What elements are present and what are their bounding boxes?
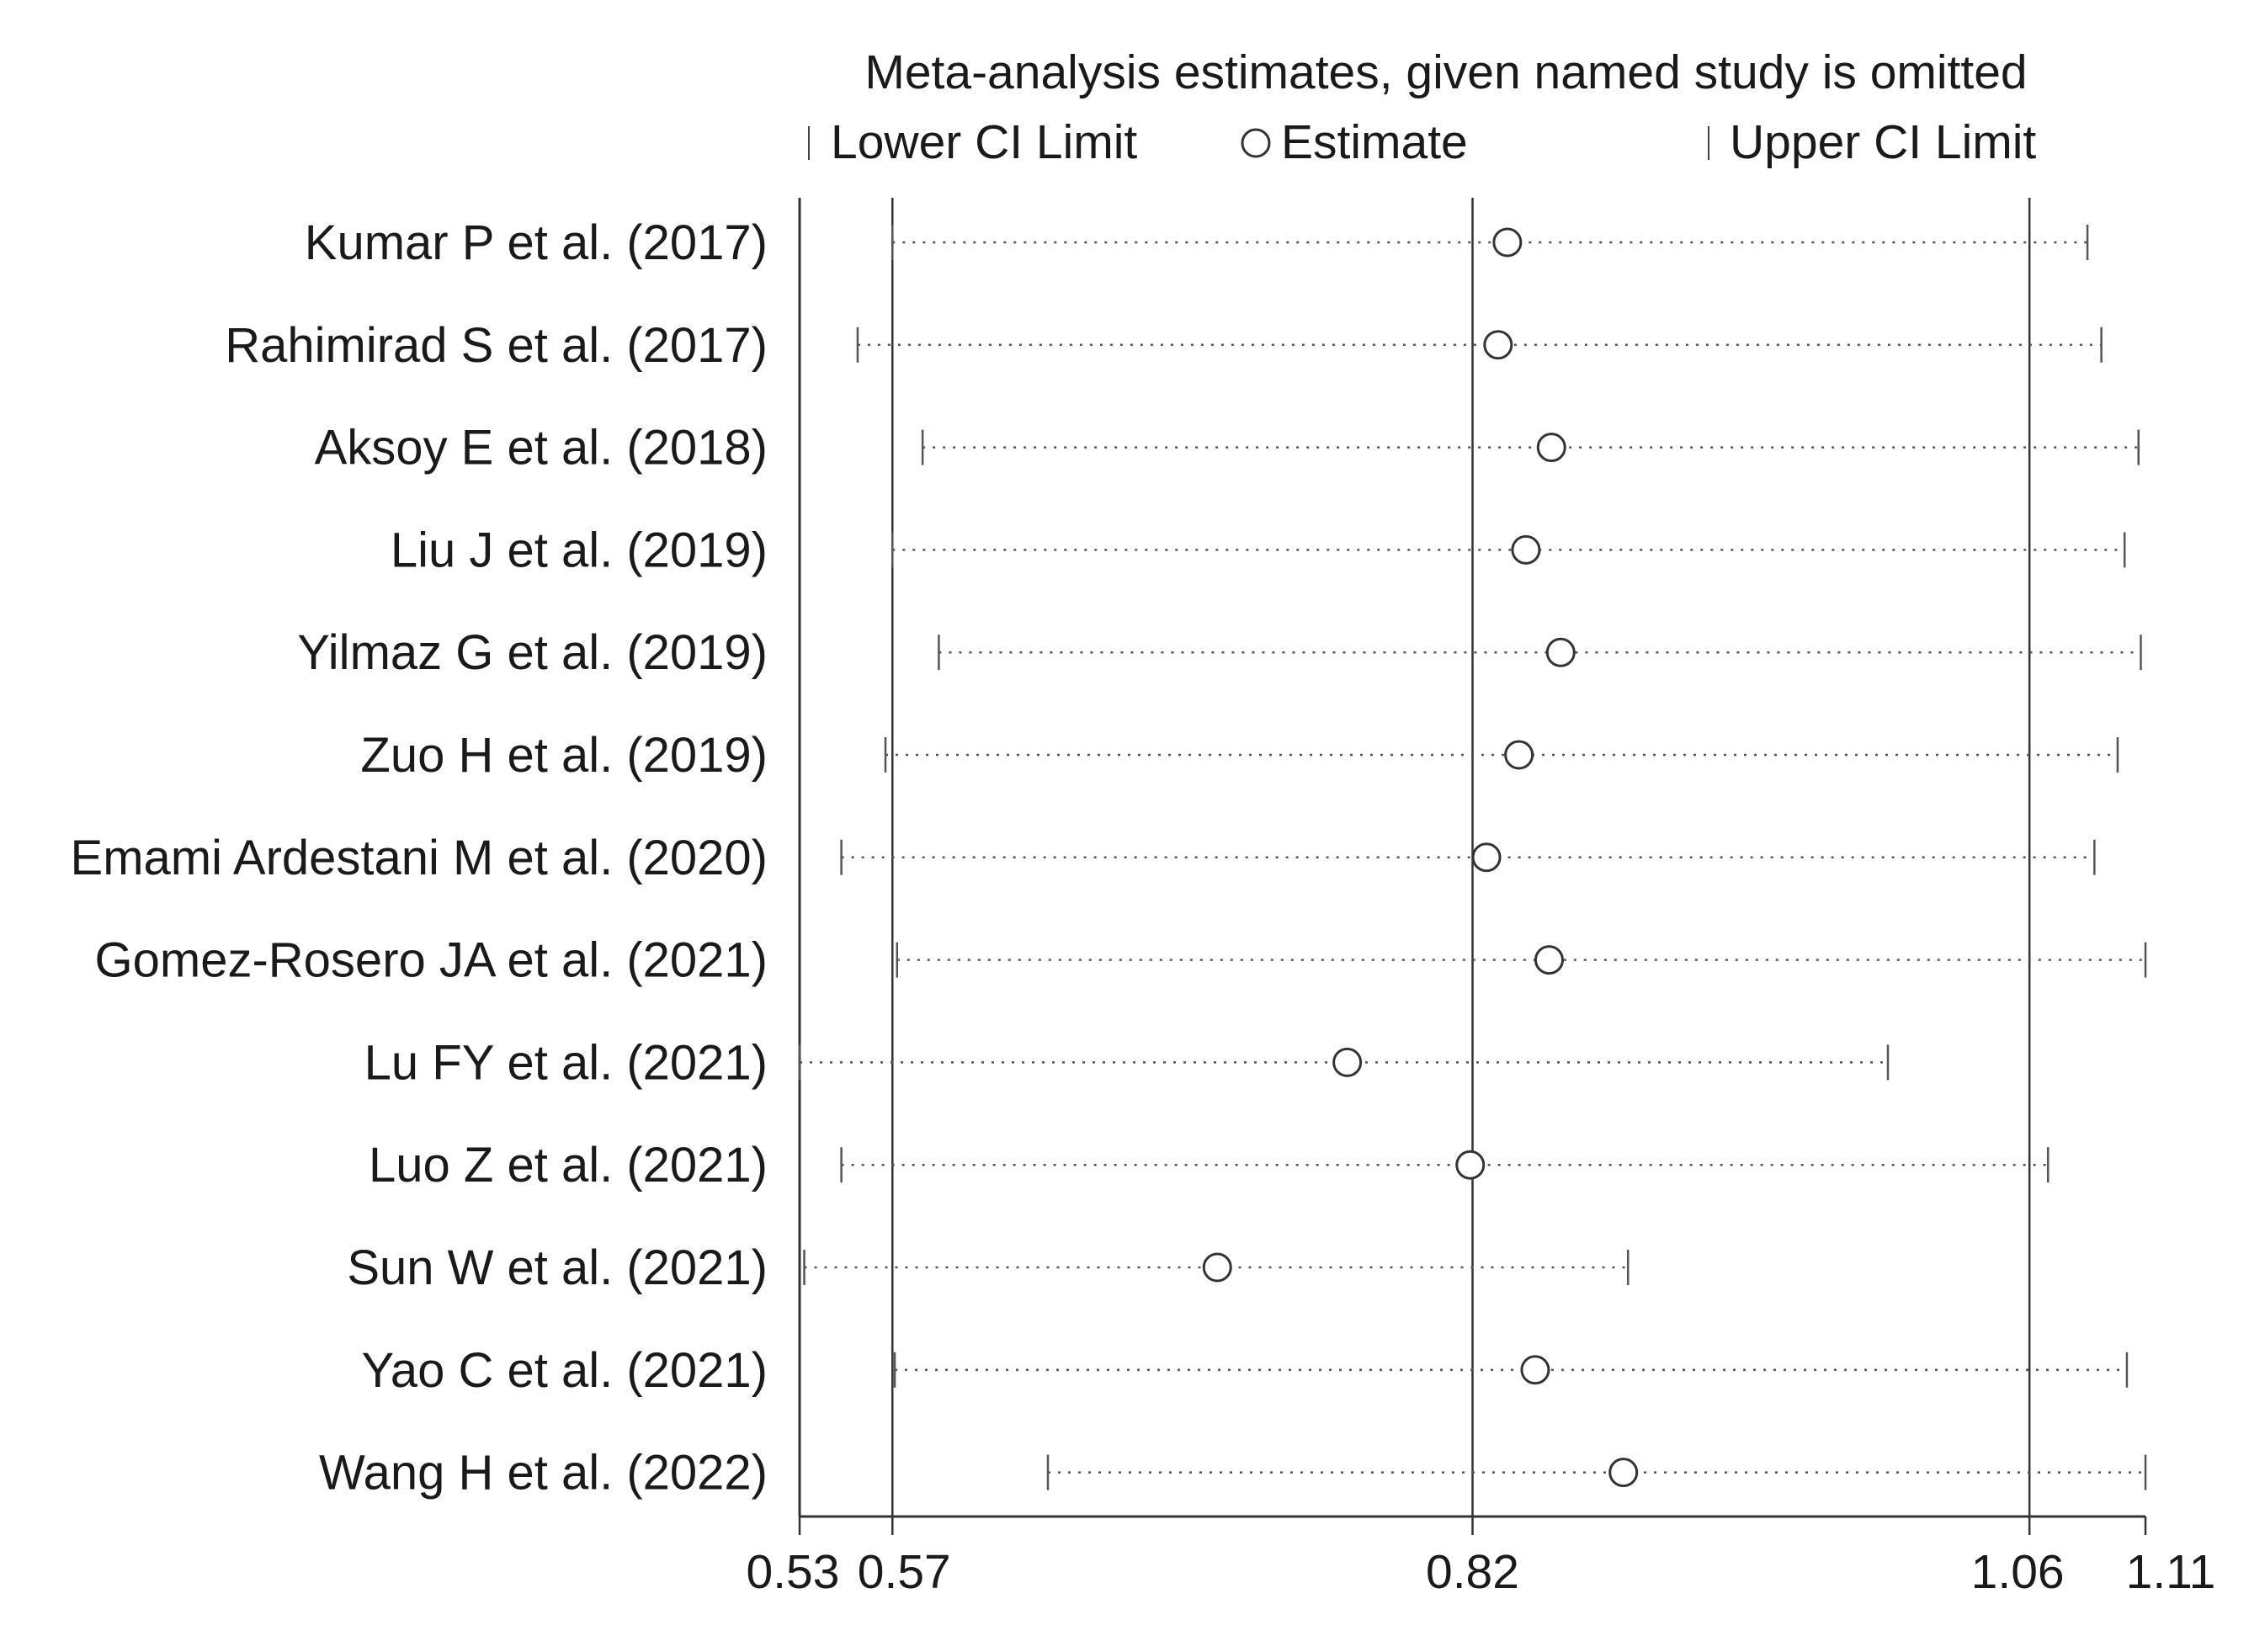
legend-estimate-marker	[1241, 128, 1271, 158]
estimate-point	[1455, 1150, 1486, 1180]
estimate-point	[1332, 1047, 1363, 1077]
study-label: Gomez-Rosero JA et al. (2021)	[95, 933, 768, 988]
estimate-point	[1534, 945, 1564, 975]
study-label: Aksoy E et al. (2018)	[315, 421, 768, 475]
study-label: Liu J et al. (2019)	[391, 523, 768, 577]
x-tick-label-4: 1.11	[2126, 1545, 2216, 1599]
estimate-point	[1471, 842, 1502, 873]
x-tick-label-3: 1.06	[1971, 1545, 2065, 1599]
study-label: Sun W et al. (2021)	[347, 1240, 768, 1295]
plot-area: 0.53 0.57 0.82 1.06 1.11 Kumar P et al. (2017…	[71, 198, 2216, 1599]
estimate-point	[1536, 433, 1566, 463]
legend: Lower CI Limit Estimate Upper CI Limit	[808, 115, 2036, 169]
estimate-point	[1608, 1458, 1639, 1488]
estimate-point	[1504, 740, 1534, 770]
legend-lower-ci-label: Lower CI Limit	[831, 115, 1137, 169]
legend-estimate-label: Estimate	[1281, 115, 1468, 169]
x-tick-label-2: 0.82	[1426, 1545, 1519, 1599]
estimate-point	[1202, 1252, 1232, 1283]
chart-title: Meta-analysis estimates, given named stu…	[864, 45, 2027, 99]
legend-upper-ci-label: Upper CI Limit	[1730, 115, 2036, 169]
study-label: Yilmaz G et al. (2019)	[297, 625, 768, 680]
study-label: Zuo H et al. (2019)	[360, 728, 768, 783]
estimate-point	[1545, 637, 1576, 667]
study-label: Wang H et al. (2022)	[319, 1446, 768, 1501]
estimate-point	[1520, 1355, 1550, 1385]
study-label: Lu FY et al. (2021)	[364, 1035, 768, 1090]
study-label: Luo Z et al. (2021)	[369, 1138, 768, 1193]
estimate-point	[1492, 227, 1523, 258]
x-tick-label-1: 0.57	[858, 1545, 951, 1599]
estimate-point	[1483, 330, 1513, 360]
study-label: Yao C et al. (2021)	[361, 1343, 768, 1398]
x-tick-label-0: 0.53	[747, 1545, 840, 1599]
study-label: Emami Ardestani M et al. (2020)	[71, 831, 768, 885]
study-label: Rahimirad S et al. (2017)	[225, 318, 768, 373]
estimate-point	[1511, 534, 1541, 565]
study-label: Kumar P et al. (2017)	[305, 215, 768, 270]
